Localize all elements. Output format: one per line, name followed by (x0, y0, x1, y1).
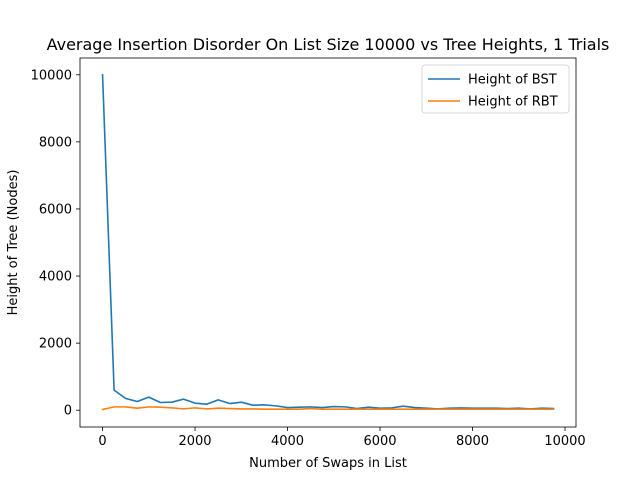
series-layer (101, 73, 555, 411)
chart-title: Average Insertion Disorder On List Size … (47, 35, 610, 54)
x-tick-label: 8000 (456, 434, 489, 449)
x-tick-label: 2000 (178, 434, 211, 449)
y-axis-ticks: 0 2000 4000 6000 8000 10000 (31, 68, 80, 419)
x-tick-label: 0 (98, 434, 106, 449)
plot-area (80, 58, 576, 427)
y-tick-label: 4000 (39, 270, 72, 285)
legend: Height of BST Height of RBT (421, 64, 570, 114)
x-axis-ticks: 0 2000 4000 6000 8000 10000 (98, 427, 586, 449)
x-tick-label: 4000 (271, 434, 304, 449)
series-line-rbt (101, 406, 555, 411)
y-tick-label: 2000 (39, 337, 72, 352)
plot-frame (79, 57, 577, 428)
y-tick-label: 10000 (31, 68, 72, 83)
y-tick-label: 8000 (39, 135, 72, 150)
x-tick-label: 10000 (544, 434, 585, 449)
y-tick-label: 6000 (39, 202, 72, 217)
x-axis-label: Number of Swaps in List (249, 456, 407, 471)
series-line-bst (101, 73, 555, 410)
legend-label-rbt: Height of RBT (468, 95, 558, 110)
legend-entries: Height of BST Height of RBT (428, 73, 558, 110)
y-tick-label: 0 (64, 404, 72, 419)
plot-background (80, 58, 576, 427)
legend-label-bst: Height of BST (468, 73, 557, 88)
x-tick-label: 6000 (363, 434, 396, 449)
y-axis-label: Height of Tree (Nodes) (6, 170, 21, 316)
